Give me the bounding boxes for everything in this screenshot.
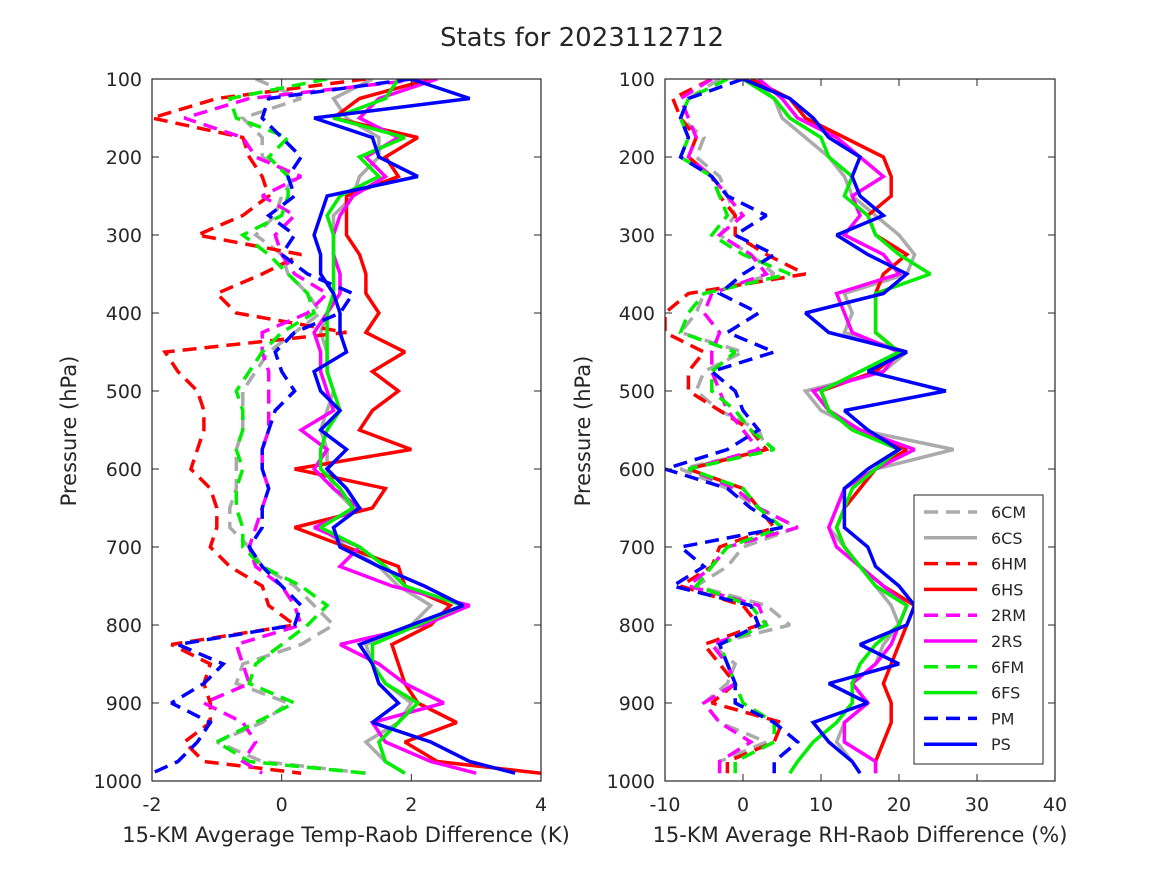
rh-difference-panel: 15-KM Average RH-Raob Difference (%) Pre… (571, 69, 1067, 847)
rh-ytick-label: 700 (619, 537, 655, 559)
temp-axes-box (151, 78, 542, 782)
legend-item-6fm: 6FM (924, 658, 1024, 677)
rh-ytick-label: 1000 (607, 771, 655, 793)
temp-xtick-label: 2 (405, 794, 417, 816)
legend-item-6hs: 6HS (924, 580, 1023, 599)
rh-xtick-label: 10 (809, 794, 833, 816)
series-line-6hm (665, 79, 807, 774)
temp-ylabel: Pressure (hPa) (57, 356, 81, 507)
series-line-6fm (215, 79, 367, 775)
series-line-2rm (678, 79, 799, 774)
legend-item-pm: PM (924, 709, 1014, 728)
temp-ytick-label: 600 (106, 459, 142, 481)
legend-item-6hm: 6HM (924, 555, 1027, 574)
series-line-6cm (677, 79, 799, 774)
rh-ytick-label: 300 (619, 225, 655, 247)
legend-item-2rs: 2RS (924, 632, 1022, 651)
legend-label: 6HM (991, 555, 1027, 574)
legend-item-6fs: 6FS (924, 684, 1020, 703)
temp-ytick-label: 1000 (94, 771, 142, 793)
series-line-ps (311, 79, 516, 775)
rh-ytick-label: 500 (619, 381, 655, 403)
series-line-pm (665, 79, 801, 774)
rh-ytick-label: 200 (619, 147, 655, 169)
series-line-6fs (742, 79, 932, 775)
rh-xtick-label: 20 (887, 794, 911, 816)
legend-label: 6CS (991, 529, 1023, 548)
legend-label: PS (991, 735, 1011, 754)
rh-ytick-label: 800 (619, 615, 655, 637)
temp-ytick-label: 700 (106, 537, 142, 559)
legend-label: PM (991, 709, 1014, 728)
temp-xtick-label: 4 (535, 794, 547, 816)
temp-ytick-label: 800 (106, 615, 142, 637)
rh-ytick-label: 600 (619, 459, 655, 481)
rh-xtick-label: -10 (649, 794, 680, 816)
rh-xlabel: 15-KM Average RH-Raob Difference (%) (653, 823, 1068, 847)
temp-ytick-label: 500 (106, 381, 142, 403)
rh-xtick-label: 40 (1043, 794, 1067, 816)
rh-ytick-label: 400 (619, 303, 655, 325)
temp-xlabel: 15-KM Avgerage Temp-Raob Difference (K) (122, 823, 570, 847)
series-line-6cm (216, 79, 367, 775)
temp-ytick-label: 400 (106, 303, 142, 325)
temp-ytick-label: 100 (106, 69, 142, 91)
rh-ytick-label: 100 (619, 69, 655, 91)
series-line-6hm (152, 79, 367, 775)
rh-ytick-label: 900 (619, 693, 655, 715)
legend-label: 6HS (991, 580, 1023, 599)
series-line-pm (152, 79, 412, 775)
legend-label: 6CM (991, 503, 1026, 522)
rh-axes-box (664, 78, 1056, 782)
temp-ytick-label: 900 (106, 693, 142, 715)
figure-title: Stats for 2023112712 (440, 23, 724, 53)
legend-item-2rm: 2RM (924, 606, 1026, 625)
series-line-ps (742, 79, 947, 775)
legend: 6CM 6CS 6HM 6HS 2RM 2RS 6FM 6FS PM PS (913, 494, 1044, 765)
rh-ylabel: Pressure (hPa) (571, 356, 595, 507)
legend-item-6cm: 6CM (924, 503, 1026, 522)
legend-label: 2RM (991, 606, 1026, 625)
series-line-2rm (183, 79, 425, 775)
legend-box (913, 494, 1044, 765)
series-line-6hs (293, 79, 541, 775)
temp-xtick-label: -2 (143, 794, 162, 816)
series-line-6hs (750, 79, 917, 774)
temp-xtick-label: 0 (276, 794, 288, 816)
legend-item-6cs: 6CS (924, 529, 1023, 548)
rh-xtick-label: 30 (965, 794, 989, 816)
series-line-2rs (757, 79, 916, 774)
temp-ytick-label: 200 (106, 147, 142, 169)
legend-item-ps: PS (924, 735, 1011, 754)
temp-difference-panel: 15-KM Avgerage Temp-Raob Difference (K) … (57, 69, 570, 847)
legend-label: 2RS (991, 632, 1022, 651)
rh-xtick-label: 0 (737, 794, 749, 816)
series-line-6fm (678, 79, 791, 774)
legend-label: 6FM (991, 658, 1024, 677)
temp-ytick-label: 300 (106, 225, 142, 247)
series-line-2rs (297, 79, 477, 775)
legend-label: 6FS (991, 684, 1020, 703)
